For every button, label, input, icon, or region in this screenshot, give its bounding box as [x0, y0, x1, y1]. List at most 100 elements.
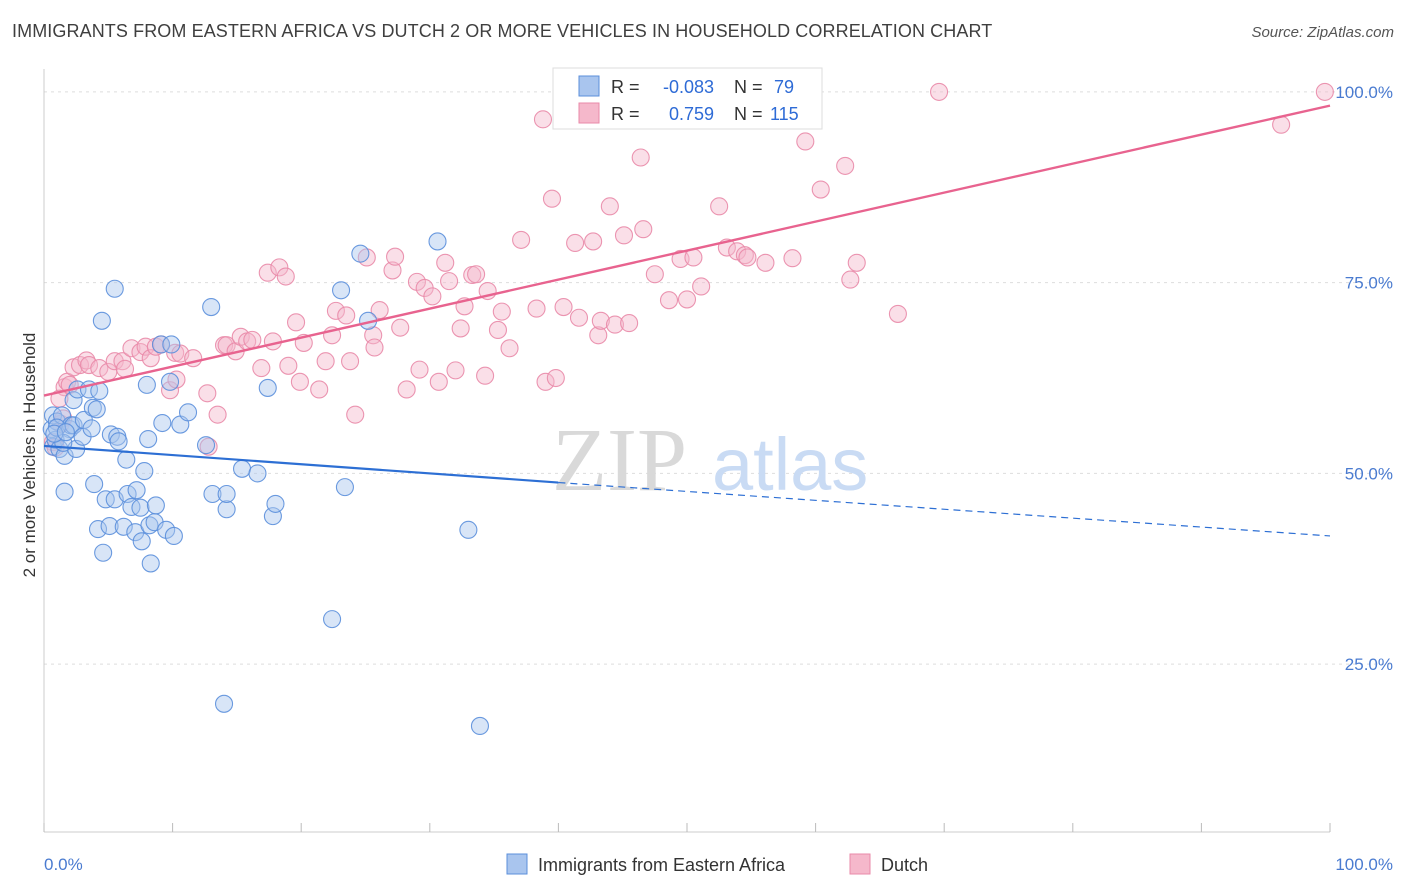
- dutch-point: [591, 311, 610, 330]
- dutch-point: [270, 258, 289, 277]
- dutch-point: [326, 301, 345, 320]
- x-tick-label: 0.0%: [44, 855, 83, 874]
- legend-pink-swatch: [849, 853, 871, 875]
- dutch-point: [198, 384, 217, 403]
- dutch-point: [166, 343, 185, 362]
- eastern-africa-point: [64, 391, 83, 410]
- y-tick-label: 75.0%: [1345, 274, 1393, 293]
- stats-pink-n-label: N =: [734, 104, 763, 124]
- legend-blue-label: Immigrants from Eastern Africa: [538, 855, 786, 875]
- dutch-point: [365, 338, 384, 357]
- dutch-point: [410, 360, 429, 379]
- dutch-point: [756, 253, 775, 272]
- eastern-africa-point: [217, 500, 236, 519]
- legend-pink-label: Dutch: [881, 855, 928, 875]
- dutch-point: [337, 306, 356, 325]
- eastern-africa-point: [94, 543, 113, 562]
- stats-pink-swatch: [578, 102, 600, 124]
- dutch-point: [584, 232, 603, 251]
- eastern-africa-point: [56, 423, 75, 442]
- dutch-point: [796, 132, 815, 151]
- dutch-point: [467, 265, 486, 284]
- chart-title: IMMIGRANTS FROM EASTERN AFRICA VS DUTCH …: [12, 21, 993, 41]
- dutch-point: [276, 267, 295, 286]
- watermark-zip: ZIP: [552, 411, 687, 510]
- dutch-point: [659, 291, 679, 310]
- dutch-point: [451, 319, 470, 338]
- stats-blue-r-value: -0.083: [663, 77, 714, 97]
- dutch-point: [436, 253, 455, 272]
- dutch-point: [554, 298, 573, 317]
- dutch-point: [783, 249, 802, 268]
- dutch-point: [841, 270, 860, 289]
- dutch-point: [397, 380, 416, 399]
- dutch-point: [512, 230, 531, 249]
- stats-blue-r-label: R =: [611, 77, 640, 97]
- eastern-africa-point: [202, 298, 221, 317]
- dutch-point: [527, 299, 546, 318]
- dutch-point: [710, 197, 729, 216]
- dutch-trend-line: [43, 104, 1331, 397]
- dutch-point: [930, 82, 949, 101]
- dutch-point: [645, 265, 664, 284]
- eastern-africa-point: [127, 481, 146, 500]
- dutch-point: [631, 148, 650, 167]
- dutch-point: [316, 352, 335, 371]
- eastern-africa-point: [137, 375, 156, 394]
- eastern-africa-point: [105, 279, 124, 298]
- dutch-point: [569, 308, 589, 327]
- dutch-point: [546, 368, 565, 388]
- eastern-africa-point: [146, 496, 165, 515]
- eastern-africa-point: [248, 464, 267, 483]
- stats-pink-r-label: R =: [611, 104, 640, 124]
- trend-lines: [43, 104, 1331, 537]
- dutch-point: [446, 361, 465, 380]
- legend-blue-swatch: [506, 853, 528, 875]
- dutch-point: [811, 180, 830, 199]
- eastern-africa-point: [162, 335, 181, 354]
- dutch-point: [836, 156, 855, 175]
- gridlines: [44, 91, 1392, 665]
- dutch-point: [346, 405, 365, 424]
- dutch-point: [391, 318, 410, 337]
- dutch-point: [738, 248, 757, 267]
- dutch-point: [279, 356, 298, 375]
- dutch-point: [136, 337, 155, 356]
- x-axis-ticks: 0.0% 100.0%: [44, 855, 1393, 874]
- eastern-africa-point: [217, 484, 236, 504]
- dutch-point: [847, 253, 866, 272]
- eastern-africa-point: [335, 478, 354, 497]
- y-tick-label: 100.0%: [1335, 83, 1393, 102]
- eastern-africa-point: [153, 413, 172, 433]
- dutch-point: [677, 290, 697, 309]
- eastern-africa-point: [131, 498, 150, 517]
- eastern-africa-point: [266, 494, 285, 513]
- dutch-point: [287, 313, 306, 332]
- eastern-africa-point: [140, 516, 159, 535]
- dutch-point: [383, 261, 402, 280]
- dutch-point: [429, 372, 448, 391]
- stats-blue-n-value: 79: [774, 77, 794, 97]
- dutch-point: [258, 263, 277, 282]
- eastern-africa-trend-extension: [558, 481, 1331, 537]
- dutch-point: [243, 330, 262, 349]
- dutch-point: [536, 372, 555, 391]
- x-tick-label: 100.0%: [1335, 855, 1393, 874]
- eastern-africa-point: [109, 432, 128, 451]
- eastern-africa-point: [428, 232, 447, 251]
- stats-box: R = -0.083 N = 79 R = 0.759 N = 115: [552, 67, 823, 130]
- eastern-africa-point: [100, 516, 119, 536]
- dutch-point: [290, 372, 309, 391]
- eastern-africa-point: [232, 459, 252, 478]
- stats-blue-swatch: [578, 75, 600, 97]
- eastern-africa-point: [203, 484, 222, 504]
- series-dutch: [43, 82, 1334, 457]
- eastern-africa-point: [160, 372, 180, 391]
- eastern-africa-point: [141, 554, 160, 573]
- stats-pink-r-value: 0.759: [669, 104, 714, 124]
- dutch-point: [440, 272, 459, 291]
- y-tick-label: 50.0%: [1345, 464, 1393, 483]
- eastern-africa-point: [470, 716, 490, 735]
- dutch-point: [634, 220, 653, 239]
